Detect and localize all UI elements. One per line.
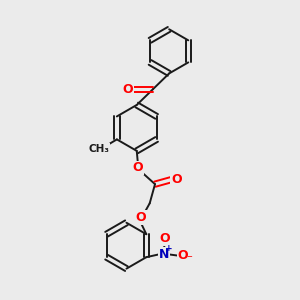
Text: O: O	[133, 161, 143, 175]
Text: O: O	[159, 232, 170, 245]
Text: +: +	[166, 244, 173, 253]
Text: O: O	[123, 83, 133, 96]
Text: ⁻: ⁻	[187, 254, 193, 264]
Text: O: O	[178, 249, 188, 262]
Text: CH₃: CH₃	[88, 144, 109, 154]
Text: N: N	[159, 248, 169, 261]
Text: O: O	[171, 173, 181, 186]
Text: O: O	[136, 211, 146, 224]
